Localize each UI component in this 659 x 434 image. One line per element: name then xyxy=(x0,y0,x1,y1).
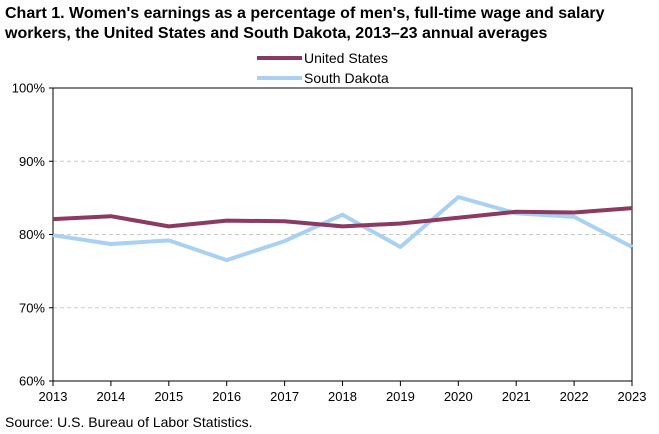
legend-label-south-dakota: South Dakota xyxy=(304,70,389,86)
series-line-south-dakota xyxy=(52,195,633,263)
x-tick-label: 2014 xyxy=(96,389,125,404)
chart-title: Chart 1. Women's earnings as a percentag… xyxy=(5,4,655,44)
x-tick-label: 2015 xyxy=(154,389,183,404)
y-tick-label: 90% xyxy=(19,154,45,169)
legend-label-united-states: United States xyxy=(304,50,388,66)
x-tick-label: 2023 xyxy=(618,389,647,404)
series-line-united-states xyxy=(52,206,633,229)
chart-title-line1: Chart 1. Women's earnings as a percentag… xyxy=(5,5,605,22)
y-tick-label: 60% xyxy=(19,374,45,389)
chart-legend: United States South Dakota xyxy=(257,50,389,86)
source-note: Source: U.S. Bureau of Labor Statistics. xyxy=(5,414,253,430)
x-tick-label: 2018 xyxy=(328,389,357,404)
y-tick-label: 70% xyxy=(19,300,45,315)
y-tick-label: 80% xyxy=(19,227,45,242)
y-tick-label: 100% xyxy=(12,81,46,96)
x-tick-label: 2021 xyxy=(502,389,531,404)
x-tick-label: 2019 xyxy=(386,389,415,404)
x-tick-label: 2017 xyxy=(270,389,299,404)
plot-area: 60% 70% 80% 90% 100% 2013 2014 2015 2016 2017 2018… xyxy=(12,81,647,405)
x-tick-label: 2022 xyxy=(560,389,589,404)
x-tick-label: 2016 xyxy=(212,389,241,404)
chart-title-line2: workers, the United States and South Dak… xyxy=(5,25,548,42)
x-tick-label: 2013 xyxy=(39,389,68,404)
x-tick-label: 2020 xyxy=(444,389,473,404)
